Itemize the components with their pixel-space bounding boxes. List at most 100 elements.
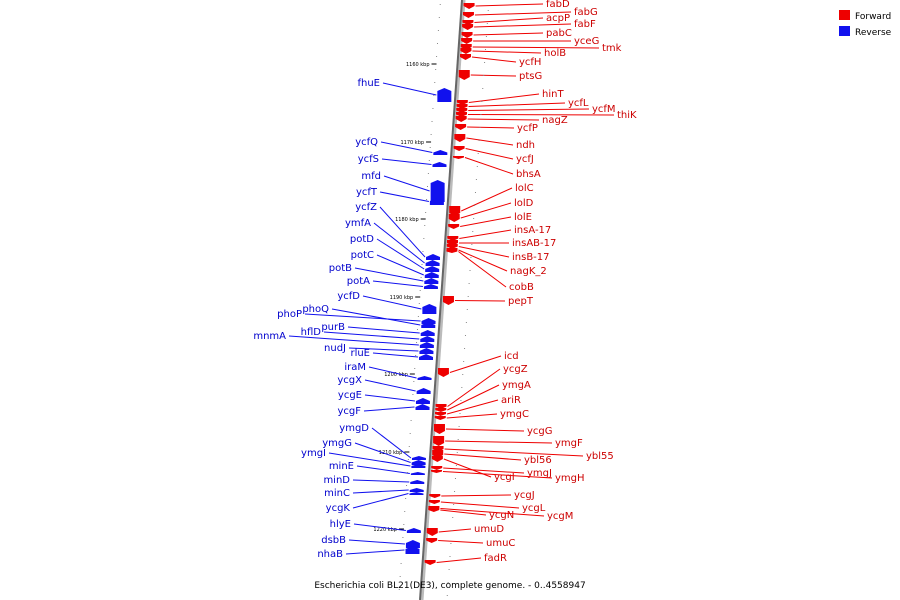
gene-label[interactable]: dsbB [321, 535, 346, 546]
gene-forward-ycfL[interactable]: ycfL [456, 98, 589, 109]
gene-label[interactable]: ptsG [519, 71, 542, 82]
gene-label[interactable]: umuD [474, 524, 504, 535]
gene-arrow[interactable] [437, 368, 449, 377]
gene-label[interactable]: ycgI [494, 472, 515, 483]
gene-label[interactable]: fhuE [357, 78, 380, 89]
gene-arrow[interactable] [420, 330, 435, 336]
gene-label[interactable]: fabG [574, 7, 598, 18]
gene-label[interactable]: ycfM [592, 104, 616, 115]
gene-forward-ycgG[interactable]: ycgG [433, 424, 553, 437]
gene-arrow[interactable] [409, 492, 424, 495]
gene-label[interactable]: ycgG [527, 426, 553, 437]
gene-arrow[interactable] [405, 546, 420, 554]
gene-label[interactable]: pabC [546, 28, 572, 39]
gene-label[interactable]: insB-17 [512, 252, 550, 263]
gene-reverse-minC[interactable]: minC [324, 488, 424, 499]
gene-arrow[interactable] [417, 376, 432, 380]
gene-label[interactable]: ycgL [522, 503, 546, 514]
gene-arrow[interactable] [429, 494, 441, 498]
gene-arrow[interactable] [452, 156, 464, 159]
gene-label[interactable]: fabD [546, 0, 570, 10]
gene-label[interactable]: ycfL [568, 98, 589, 109]
gene-arrow[interactable] [461, 38, 473, 44]
gene-forward-acpP[interactable]: acpP [462, 13, 570, 25]
gene-forward-fabD[interactable]: fabD [463, 0, 570, 10]
gene-forward-ymgJ[interactable]: ymgJ [431, 466, 552, 479]
gene-label[interactable]: hflD [301, 327, 322, 338]
gene-forward-pepT[interactable]: pepT [442, 296, 534, 307]
gene-label[interactable]: thiK [617, 110, 637, 121]
gene-label[interactable]: ycgJ [514, 490, 535, 501]
gene-label[interactable]: fabF [574, 19, 596, 30]
gene-forward-hinT[interactable]: hinT [456, 89, 565, 105]
gene-reverse-ycfZ[interactable]: ycfZ [355, 202, 441, 260]
gene-arrow[interactable] [456, 108, 468, 113]
gene-reverse-fhuE[interactable]: fhuE [357, 78, 452, 102]
gene-forward-ycgN[interactable]: ycgN [428, 508, 514, 521]
gene-label[interactable]: potD [350, 234, 374, 245]
gene-label[interactable]: ycfQ [355, 137, 378, 148]
gene-arrow[interactable] [430, 180, 445, 202]
gene-arrow[interactable] [462, 12, 474, 18]
gene-arrow[interactable] [425, 266, 440, 272]
gene-forward-insA-17[interactable]: insA-17 [447, 225, 551, 241]
gene-features[interactable]: fabDfabGacpPfabFpabCyceGtmkholBycfHptsGh… [253, 0, 637, 596]
gene-label[interactable]: ymgJ [527, 468, 552, 479]
gene-label[interactable]: iraM [344, 362, 366, 373]
gene-forward-ndh[interactable]: ndh [454, 134, 535, 151]
gene-label[interactable]: ymgD [339, 423, 369, 434]
gene-label[interactable]: purB [321, 322, 345, 333]
gene-label[interactable]: hlyE [330, 519, 351, 530]
gene-forward-ycfJ[interactable]: ycfJ [453, 146, 534, 165]
gene-reverse-iraM[interactable]: iraM [344, 362, 432, 380]
gene-label[interactable]: potA [347, 276, 370, 287]
gene-arrow[interactable] [424, 272, 439, 278]
gene-label[interactable]: fadR [484, 553, 507, 564]
gene-label[interactable]: ariR [501, 395, 521, 406]
gene-arrow[interactable] [462, 20, 474, 25]
gene-label[interactable]: ycfH [519, 57, 541, 68]
gene-arrow[interactable] [419, 342, 434, 348]
gene-arrow[interactable] [431, 456, 443, 462]
gene-forward-bhsA[interactable]: bhsA [452, 156, 541, 180]
gene-reverse-ycfD[interactable]: ycfD [337, 291, 437, 314]
gene-label[interactable]: icd [504, 351, 519, 362]
gene-label[interactable]: ycfP [517, 123, 538, 134]
gene-reverse-dsbB[interactable]: dsbB [321, 535, 420, 548]
gene-label[interactable]: insAB-17 [512, 238, 556, 249]
gene-reverse-ycgX[interactable]: ycgX [337, 375, 431, 394]
gene-arrow[interactable] [430, 470, 442, 473]
gene-forward-fabG[interactable]: fabG [462, 7, 598, 18]
gene-label[interactable]: lolD [514, 198, 534, 209]
gene-forward-ycgZ[interactable]: ycgZ [435, 364, 528, 409]
gene-reverse-ymfA[interactable]: ymfA [345, 218, 440, 266]
gene-arrow[interactable] [416, 388, 431, 394]
gene-arrow[interactable] [411, 464, 426, 468]
gene-label[interactable]: potC [351, 250, 374, 261]
gene-label[interactable]: rluE [350, 348, 370, 359]
gene-arrow[interactable] [461, 32, 473, 38]
gene-arrow[interactable] [435, 404, 447, 409]
gene-arrow[interactable] [411, 460, 426, 465]
gene-arrow[interactable] [415, 404, 430, 410]
gene-forward-ycgM[interactable]: ycgM [428, 506, 573, 522]
gene-arrow[interactable] [442, 296, 454, 305]
gene-arrow[interactable] [425, 260, 440, 266]
gene-label[interactable]: nudJ [324, 343, 346, 354]
gene-arrow[interactable] [422, 304, 437, 314]
gene-label[interactable]: ndh [516, 140, 535, 151]
gene-arrow[interactable] [426, 528, 438, 536]
gene-arrow[interactable] [463, 3, 475, 9]
gene-label[interactable]: cobB [509, 282, 534, 293]
gene-arrow[interactable] [421, 318, 436, 324]
gene-label[interactable]: umuC [486, 538, 515, 549]
gene-forward-pabC[interactable]: pabC [461, 28, 572, 39]
gene-arrow[interactable] [431, 466, 443, 470]
gene-label[interactable]: ycgE [338, 390, 362, 401]
gene-label[interactable]: mnmA [253, 331, 286, 342]
gene-forward-fabF[interactable]: fabF [462, 19, 596, 30]
gene-reverse-purB[interactable]: purB [321, 322, 435, 336]
gene-arrow[interactable] [448, 214, 460, 222]
gene-arrow[interactable] [429, 198, 444, 205]
